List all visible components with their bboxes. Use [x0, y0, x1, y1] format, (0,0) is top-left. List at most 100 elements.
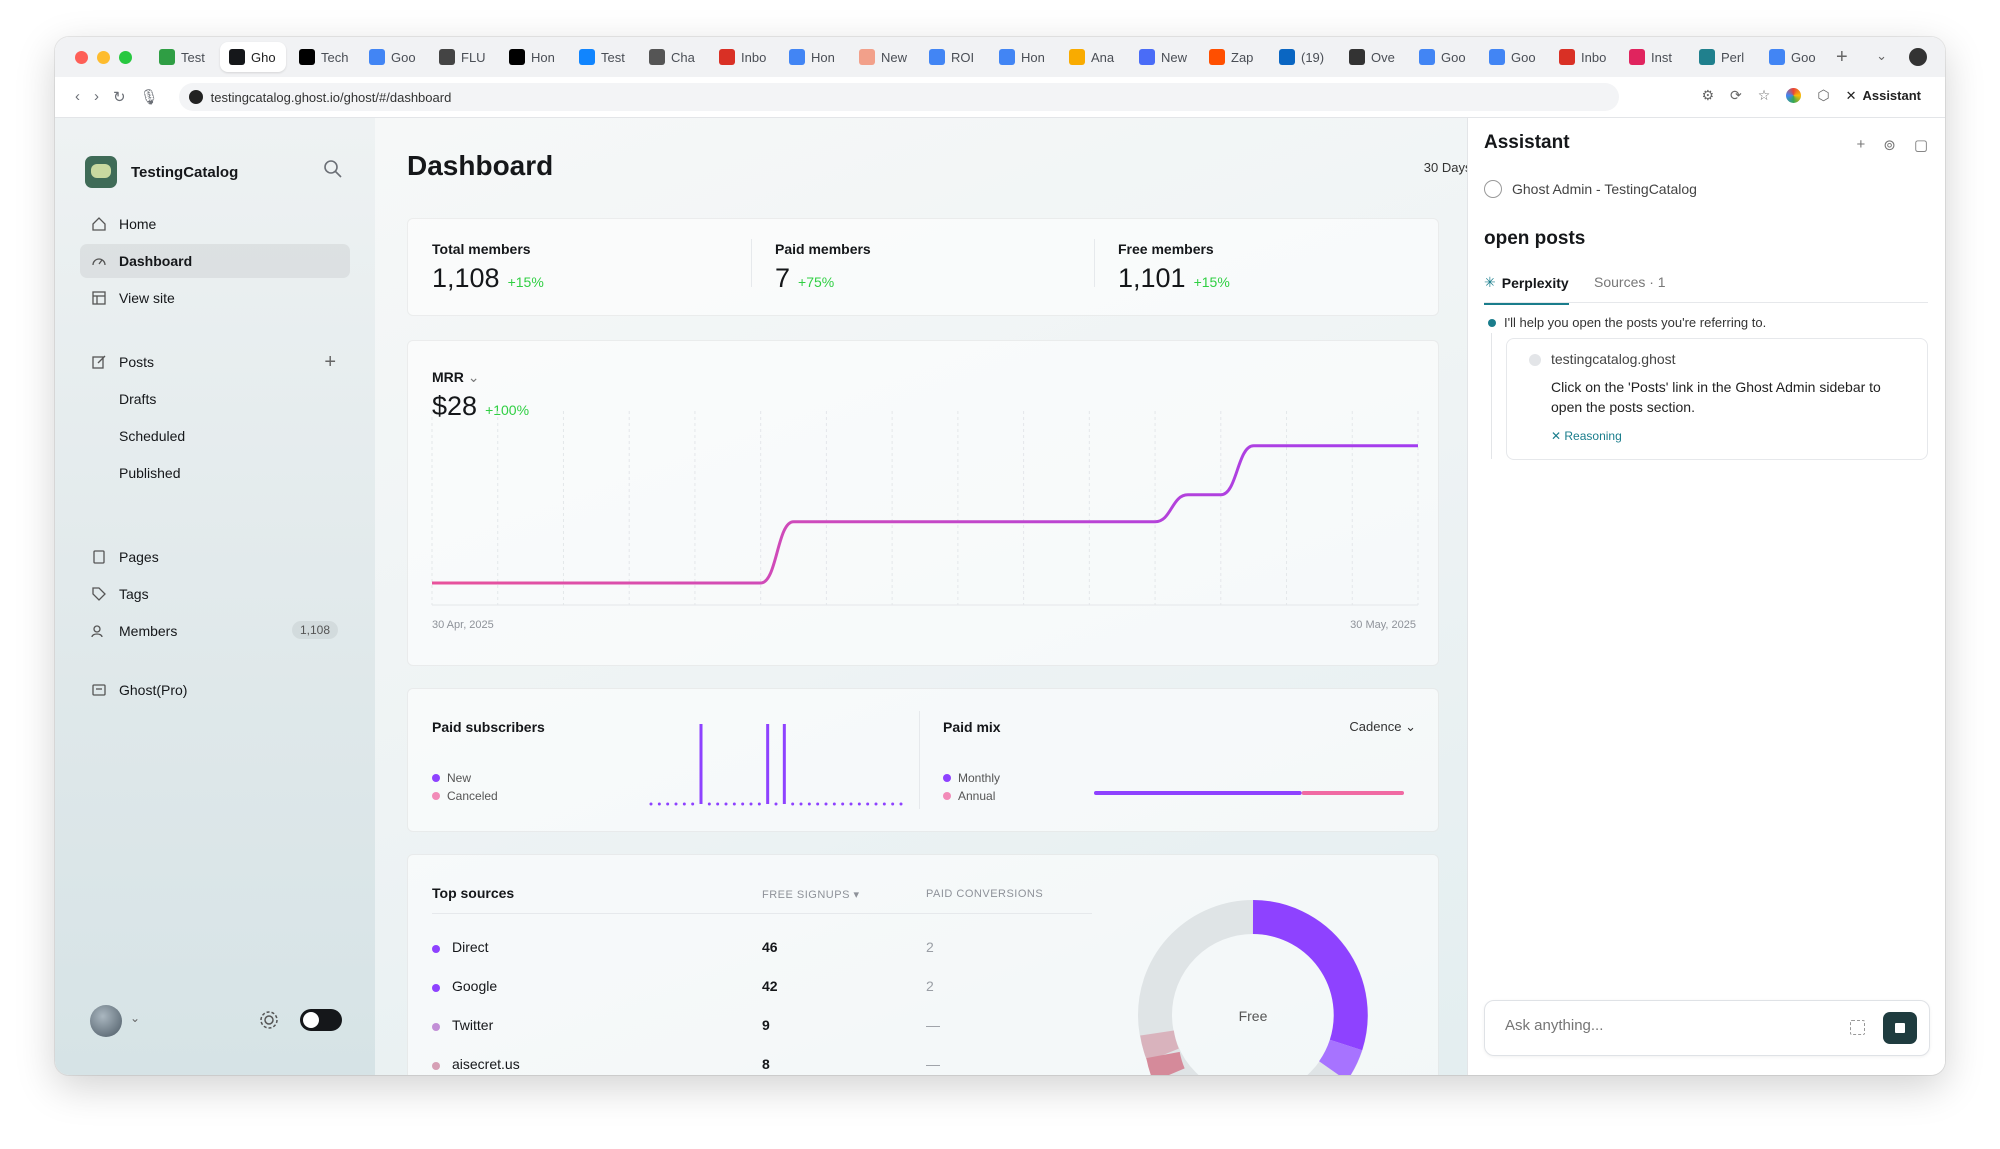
browser-tab[interactable]: ROI	[920, 42, 986, 72]
sidebar-item-ghost-pro[interactable]: Ghost(Pro)	[80, 673, 350, 707]
chevron-down-icon[interactable]: ⌄	[130, 1011, 141, 1025]
search-icon[interactable]	[323, 159, 343, 179]
browser-tab[interactable]: Inst	[1620, 42, 1686, 72]
context-label: Ghost Admin - TestingCatalog	[1512, 181, 1697, 197]
sidebar-item-dashboard[interactable]: Dashboard	[80, 244, 350, 278]
settings-icon[interactable]: ⊚	[1883, 137, 1896, 154]
stat-delta: +75%	[798, 274, 835, 290]
sidebar-item-published[interactable]: Published	[80, 456, 350, 490]
browser-tab[interactable]: Zap	[1200, 42, 1266, 72]
free-signups-header[interactable]: FREE SIGNUPS ▾	[762, 889, 860, 901]
extension-icon[interactable]	[1786, 88, 1802, 103]
browser-tab[interactable]: Goo	[1410, 42, 1476, 72]
assistant-query: open posts	[1484, 228, 1586, 249]
sidebar-item-pages[interactable]: Pages	[80, 540, 350, 574]
browser-tab[interactable]: Goo	[1760, 42, 1826, 72]
tab-list-chevron-icon[interactable]: ⌄	[1876, 48, 1887, 63]
bookmark-star-icon[interactable]: ☆	[1757, 87, 1771, 103]
mrr-series-line	[431, 444, 1419, 585]
table-row[interactable]: Google 42 2	[432, 978, 1092, 1018]
close-window-button[interactable]	[75, 50, 88, 64]
reload-icon[interactable]: ↻	[113, 89, 126, 106]
sidebar-item-drafts[interactable]: Drafts	[80, 382, 350, 416]
browser-tab[interactable]: Hon	[990, 42, 1056, 72]
table-row[interactable]: aisecret.us 8 —	[432, 1056, 1092, 1075]
browser-tab[interactable]: FLU	[430, 42, 496, 72]
tab-sources[interactable]: Sources · 1	[1594, 274, 1666, 290]
browser-tab[interactable]: Test	[150, 42, 216, 72]
sources-donut-chart: Free	[1138, 900, 1368, 1075]
user-avatar[interactable]	[90, 1005, 122, 1037]
stop-button[interactable]	[1883, 1012, 1917, 1044]
browser-tab[interactable]: Inbo	[1550, 42, 1616, 72]
expand-icon[interactable]: ▢	[1913, 137, 1928, 154]
puzzle-icon[interactable]: ⬡	[1817, 87, 1830, 103]
source-name: Direct	[452, 939, 489, 955]
assistant-context-chip[interactable]: Ghost Admin - TestingCatalog	[1484, 180, 1697, 198]
sidebar-item-home[interactable]: Home	[80, 207, 350, 241]
browser-profile-icon[interactable]	[1909, 48, 1927, 66]
back-icon[interactable]: ‹	[75, 88, 80, 105]
sidebar-item-scheduled[interactable]: Scheduled	[80, 419, 350, 453]
new-chat-icon[interactable]: +	[1856, 136, 1866, 153]
theme-toggle[interactable]	[300, 1009, 342, 1031]
tab-perplexity[interactable]: ✳ Perplexity	[1484, 274, 1569, 305]
site-info-icon[interactable]	[188, 90, 203, 104]
sidebar-item-members[interactable]: Members 1,108	[80, 614, 350, 648]
browser-tab[interactable]: Gho	[220, 42, 286, 72]
new-tab-button[interactable]: +	[1836, 45, 1848, 68]
browser-tab[interactable]: Goo	[1480, 42, 1546, 72]
browser-tab[interactable]: Ana	[1060, 42, 1126, 72]
pages-icon	[93, 550, 105, 564]
browser-tab[interactable]: New	[1130, 42, 1196, 72]
site-brand[interactable]: TestingCatalog	[85, 156, 238, 188]
sidebar-footer: ⌄	[90, 1003, 350, 1037]
microphone-icon[interactable]: 🎙	[139, 89, 159, 106]
edit-icon	[92, 355, 106, 369]
source-name: Google	[452, 978, 498, 994]
forward-icon[interactable]: ›	[94, 88, 99, 105]
subscriber-point	[791, 802, 795, 806]
browser-tab[interactable]: Hon	[780, 42, 846, 72]
browser-tab[interactable]: New	[850, 42, 916, 72]
sliders-icon[interactable]: ⚙	[1701, 87, 1715, 103]
reasoning-toggle[interactable]: ✕ Reasoning	[1551, 429, 1622, 443]
zoom-window-button[interactable]	[119, 50, 132, 64]
paid-card: Paid subscribers New Canceled Paid mix C…	[407, 688, 1439, 832]
browser-tab[interactable]: Goo	[360, 42, 426, 72]
minimize-window-button[interactable]	[97, 50, 110, 64]
cadence-select[interactable]: Cadence ⌄	[1349, 719, 1416, 735]
subscriber-point	[774, 802, 778, 806]
stat-total-members[interactable]: Total members 1,108 +15%	[432, 241, 544, 294]
paid-conversions-header[interactable]: PAID CONVERSIONS	[926, 888, 1044, 900]
browser-tab[interactable]: Inbo	[710, 42, 776, 72]
browser-tab[interactable]: Ove	[1340, 42, 1406, 72]
browser-tab[interactable]: Tech	[290, 42, 356, 72]
tab-strip: Test Gho Tech Goo FLU Hon Test Cha Inbo Hon New ROI…	[55, 37, 1945, 77]
new-post-button[interactable]: +	[324, 351, 336, 373]
screenshot-icon[interactable]	[1850, 1020, 1865, 1035]
browser-tab[interactable]: Hon	[500, 42, 566, 72]
assistant-toggle-button[interactable]: ✕ Assistant	[1845, 87, 1921, 104]
gear-icon[interactable]	[258, 1009, 280, 1031]
stat-paid-members[interactable]: Paid members 7 +75%	[775, 241, 871, 294]
refresh-page-icon[interactable]: ⟳	[1730, 87, 1742, 103]
ask-input[interactable]	[1503, 1016, 1827, 1035]
browser-tab[interactable]: Test	[570, 42, 636, 72]
assistant-step-card: testingcatalog.ghost Click on the 'Posts…	[1506, 338, 1928, 460]
message-text: I'll help you open the posts you're refe…	[1504, 315, 1767, 330]
stat-free-members[interactable]: Free members 1,101 +15%	[1118, 241, 1230, 294]
donut-segment-aisecret	[1146, 1051, 1185, 1075]
table-row[interactable]: Direct 46 2	[432, 939, 1092, 979]
sidebar-item-tags[interactable]: Tags	[80, 577, 350, 611]
subscriber-point	[832, 802, 836, 806]
url-field[interactable]: testingcatalog.ghost.io/ghost/#/dashboar…	[178, 83, 1619, 111]
sidebar-item-view-site[interactable]: View site	[80, 281, 350, 315]
browser-tab[interactable]: (19)	[1270, 42, 1336, 72]
table-row[interactable]: Twitter 9 —	[432, 1017, 1092, 1057]
mrr-select[interactable]: MRR ⌄	[432, 369, 480, 386]
browser-tab[interactable]: Cha	[640, 42, 706, 72]
subscriber-point	[749, 802, 753, 806]
sidebar-item-posts[interactable]: Posts +	[80, 345, 350, 379]
browser-tab[interactable]: Perl	[1690, 42, 1756, 72]
